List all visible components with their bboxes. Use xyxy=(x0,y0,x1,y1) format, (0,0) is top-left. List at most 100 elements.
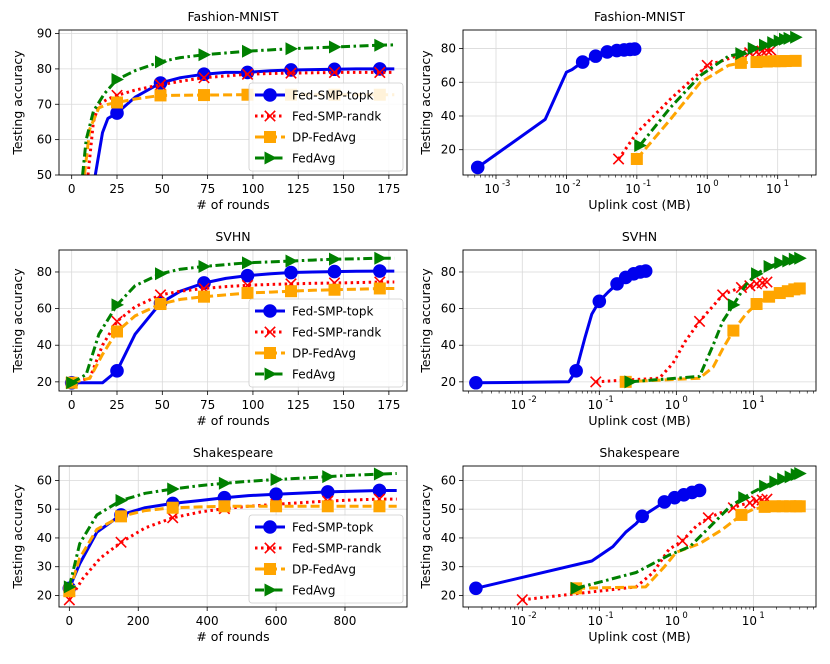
x-tick-exponent: -3 xyxy=(502,179,510,189)
panel-fm-rounds: 0 25 50 75 100 125 150 175 50 60 70 80 90 Fashion-MNI… xyxy=(10,9,408,212)
x-tick-label: 100 xyxy=(241,182,264,196)
x-tick-exponent: -1 xyxy=(605,611,613,621)
data-point xyxy=(735,508,748,521)
y-tick-label: 40 xyxy=(37,531,52,545)
data-point xyxy=(793,282,806,295)
data-point xyxy=(240,268,255,283)
y-axis-label: Testing accuracy xyxy=(10,268,25,374)
x-tick-label: 100 xyxy=(241,398,264,412)
data-point xyxy=(570,581,584,595)
data-point xyxy=(197,67,211,82)
data-point xyxy=(588,49,603,63)
series-line xyxy=(71,269,395,385)
x-tick-label: 50 xyxy=(155,398,170,412)
x-tick-exponent: -2 xyxy=(528,395,536,405)
y-axis-label: Testing accuracy xyxy=(418,268,433,374)
x-tick-exponent: 1 xyxy=(759,395,764,405)
data-point xyxy=(111,73,124,87)
data-point xyxy=(111,325,123,338)
y-tick-label: 60 xyxy=(37,133,52,147)
data-point xyxy=(592,294,607,309)
y-tick-label: 60 xyxy=(37,302,52,316)
data-point xyxy=(701,59,714,72)
x-tick-label: 0 xyxy=(68,182,76,196)
data-point xyxy=(627,42,642,56)
data-point xyxy=(750,56,763,69)
series-line xyxy=(635,59,796,160)
data-point xyxy=(66,376,79,390)
series-line xyxy=(81,43,395,175)
legend-label: DP-FedAvg xyxy=(292,347,356,361)
y-tick-label: 80 xyxy=(37,62,52,76)
y-tick-label: 30 xyxy=(37,560,52,574)
data-point xyxy=(470,160,485,175)
data-point xyxy=(198,71,210,84)
y-tick-label: 20 xyxy=(441,588,456,602)
data-point xyxy=(322,470,335,484)
y-tick-label: 40 xyxy=(441,531,456,545)
series-group xyxy=(469,251,807,390)
data-point xyxy=(758,500,771,513)
y-tick-label: 50 xyxy=(37,502,52,516)
data-point xyxy=(782,254,795,268)
x-axis-label: Uplink cost (MB) xyxy=(588,197,690,212)
x-axis-label: Uplink cost (MB) xyxy=(588,413,690,428)
legend-label: DP-FedAvg xyxy=(292,131,356,145)
data-point xyxy=(111,298,124,312)
data-point xyxy=(769,475,782,489)
data-point xyxy=(166,512,179,524)
data-point xyxy=(612,153,625,165)
x-tick-label: 10 xyxy=(588,614,603,628)
legend-box xyxy=(248,82,404,172)
y-tick-label: 60 xyxy=(441,302,456,316)
x-tick-label: 10 xyxy=(766,182,781,196)
data-point xyxy=(373,467,387,481)
legend-marker xyxy=(264,542,276,554)
data-point xyxy=(569,364,583,378)
x-tick-label: 400 xyxy=(196,614,219,628)
y-tick-label: 80 xyxy=(441,265,456,279)
data-point xyxy=(327,264,342,279)
data-point xyxy=(167,482,180,496)
x-tick-label: 50 xyxy=(155,182,170,196)
y-tick-label: 90 xyxy=(37,27,52,41)
data-point xyxy=(373,500,386,513)
axes-frame xyxy=(58,29,408,176)
y-tick-label: 40 xyxy=(441,338,456,352)
legend-label: Fed-SMP-randk xyxy=(292,542,381,556)
data-point xyxy=(727,298,741,312)
legend-marker xyxy=(263,88,277,102)
data-point xyxy=(794,466,807,480)
y-tick-label: 60 xyxy=(441,75,456,89)
axes-frame xyxy=(462,465,817,608)
x-tick-label: 10 xyxy=(625,182,640,196)
y-axis-label: Testing accuracy xyxy=(10,50,25,156)
data-point xyxy=(751,267,764,281)
x-tick-exponent: 0 xyxy=(713,179,718,189)
series-group xyxy=(62,467,397,606)
data-point xyxy=(241,287,254,300)
data-point xyxy=(285,67,297,79)
legend: Fed-SMP-topk Fed-SMP-randk DP-FedAvg FedAvg xyxy=(248,514,404,604)
data-point xyxy=(734,56,747,69)
axes-frame xyxy=(58,465,408,608)
x-axis-label: # of rounds xyxy=(196,413,269,428)
data-point xyxy=(759,479,772,493)
panel-title: Fashion-MNIST xyxy=(594,9,685,24)
axes-frame xyxy=(462,249,817,392)
x-tick-exponent: 0 xyxy=(682,395,687,405)
data-point xyxy=(153,76,168,90)
y-tick-label: 20 xyxy=(37,588,52,602)
y-tick-label: 50 xyxy=(37,168,52,182)
data-point xyxy=(702,512,715,524)
x-tick-label: 0 xyxy=(66,614,74,628)
data-point xyxy=(692,483,707,498)
legend-marker xyxy=(264,367,277,381)
data-point xyxy=(154,298,167,311)
data-point xyxy=(329,40,342,54)
x-tick-label: 10 xyxy=(588,398,603,412)
series-line xyxy=(71,287,395,385)
legend-marker xyxy=(264,347,276,359)
data-point xyxy=(635,509,649,524)
data-point xyxy=(111,96,123,109)
